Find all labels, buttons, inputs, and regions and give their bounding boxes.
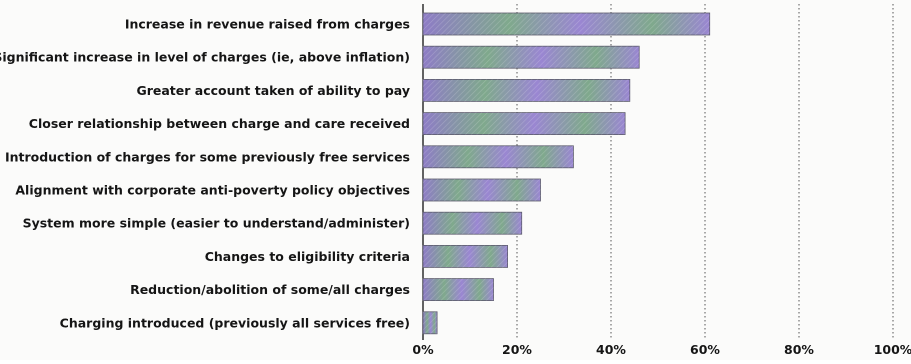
category-label: Introduction of charges for some previou… bbox=[5, 149, 410, 164]
bar-texture bbox=[423, 245, 508, 268]
category-label: Reduction/abolition of some/all charges bbox=[130, 282, 410, 297]
x-tick-label: 40% bbox=[596, 342, 626, 357]
bar-texture bbox=[423, 212, 522, 235]
bar-texture bbox=[423, 311, 438, 334]
category-label: Increase in revenue raised from charges bbox=[125, 17, 410, 32]
bar-texture bbox=[423, 145, 574, 168]
x-tick-label: 20% bbox=[502, 342, 532, 357]
bar-texture bbox=[423, 179, 541, 201]
category-label: Significant increase in level of charges… bbox=[0, 50, 410, 65]
category-label: Alignment with corporate anti-poverty po… bbox=[15, 183, 410, 198]
bar-texture bbox=[423, 79, 630, 102]
x-tick-label: 0% bbox=[412, 342, 434, 357]
bar-texture bbox=[423, 112, 626, 135]
bar-texture bbox=[423, 278, 494, 301]
category-label: System more simple (easier to understand… bbox=[23, 216, 410, 231]
bar-texture bbox=[423, 13, 710, 35]
x-tick-label: 100% bbox=[874, 342, 911, 357]
x-tick-label: 80% bbox=[784, 342, 814, 357]
category-label: Changes to eligibility criteria bbox=[205, 249, 410, 264]
x-tick-label: 60% bbox=[690, 342, 720, 357]
category-label: Charging introduced (previously all serv… bbox=[60, 315, 410, 330]
category-label: Closer relationship between charge and c… bbox=[29, 116, 410, 131]
category-label: Greater account taken of ability to pay bbox=[136, 83, 410, 98]
bar-texture bbox=[423, 46, 640, 69]
